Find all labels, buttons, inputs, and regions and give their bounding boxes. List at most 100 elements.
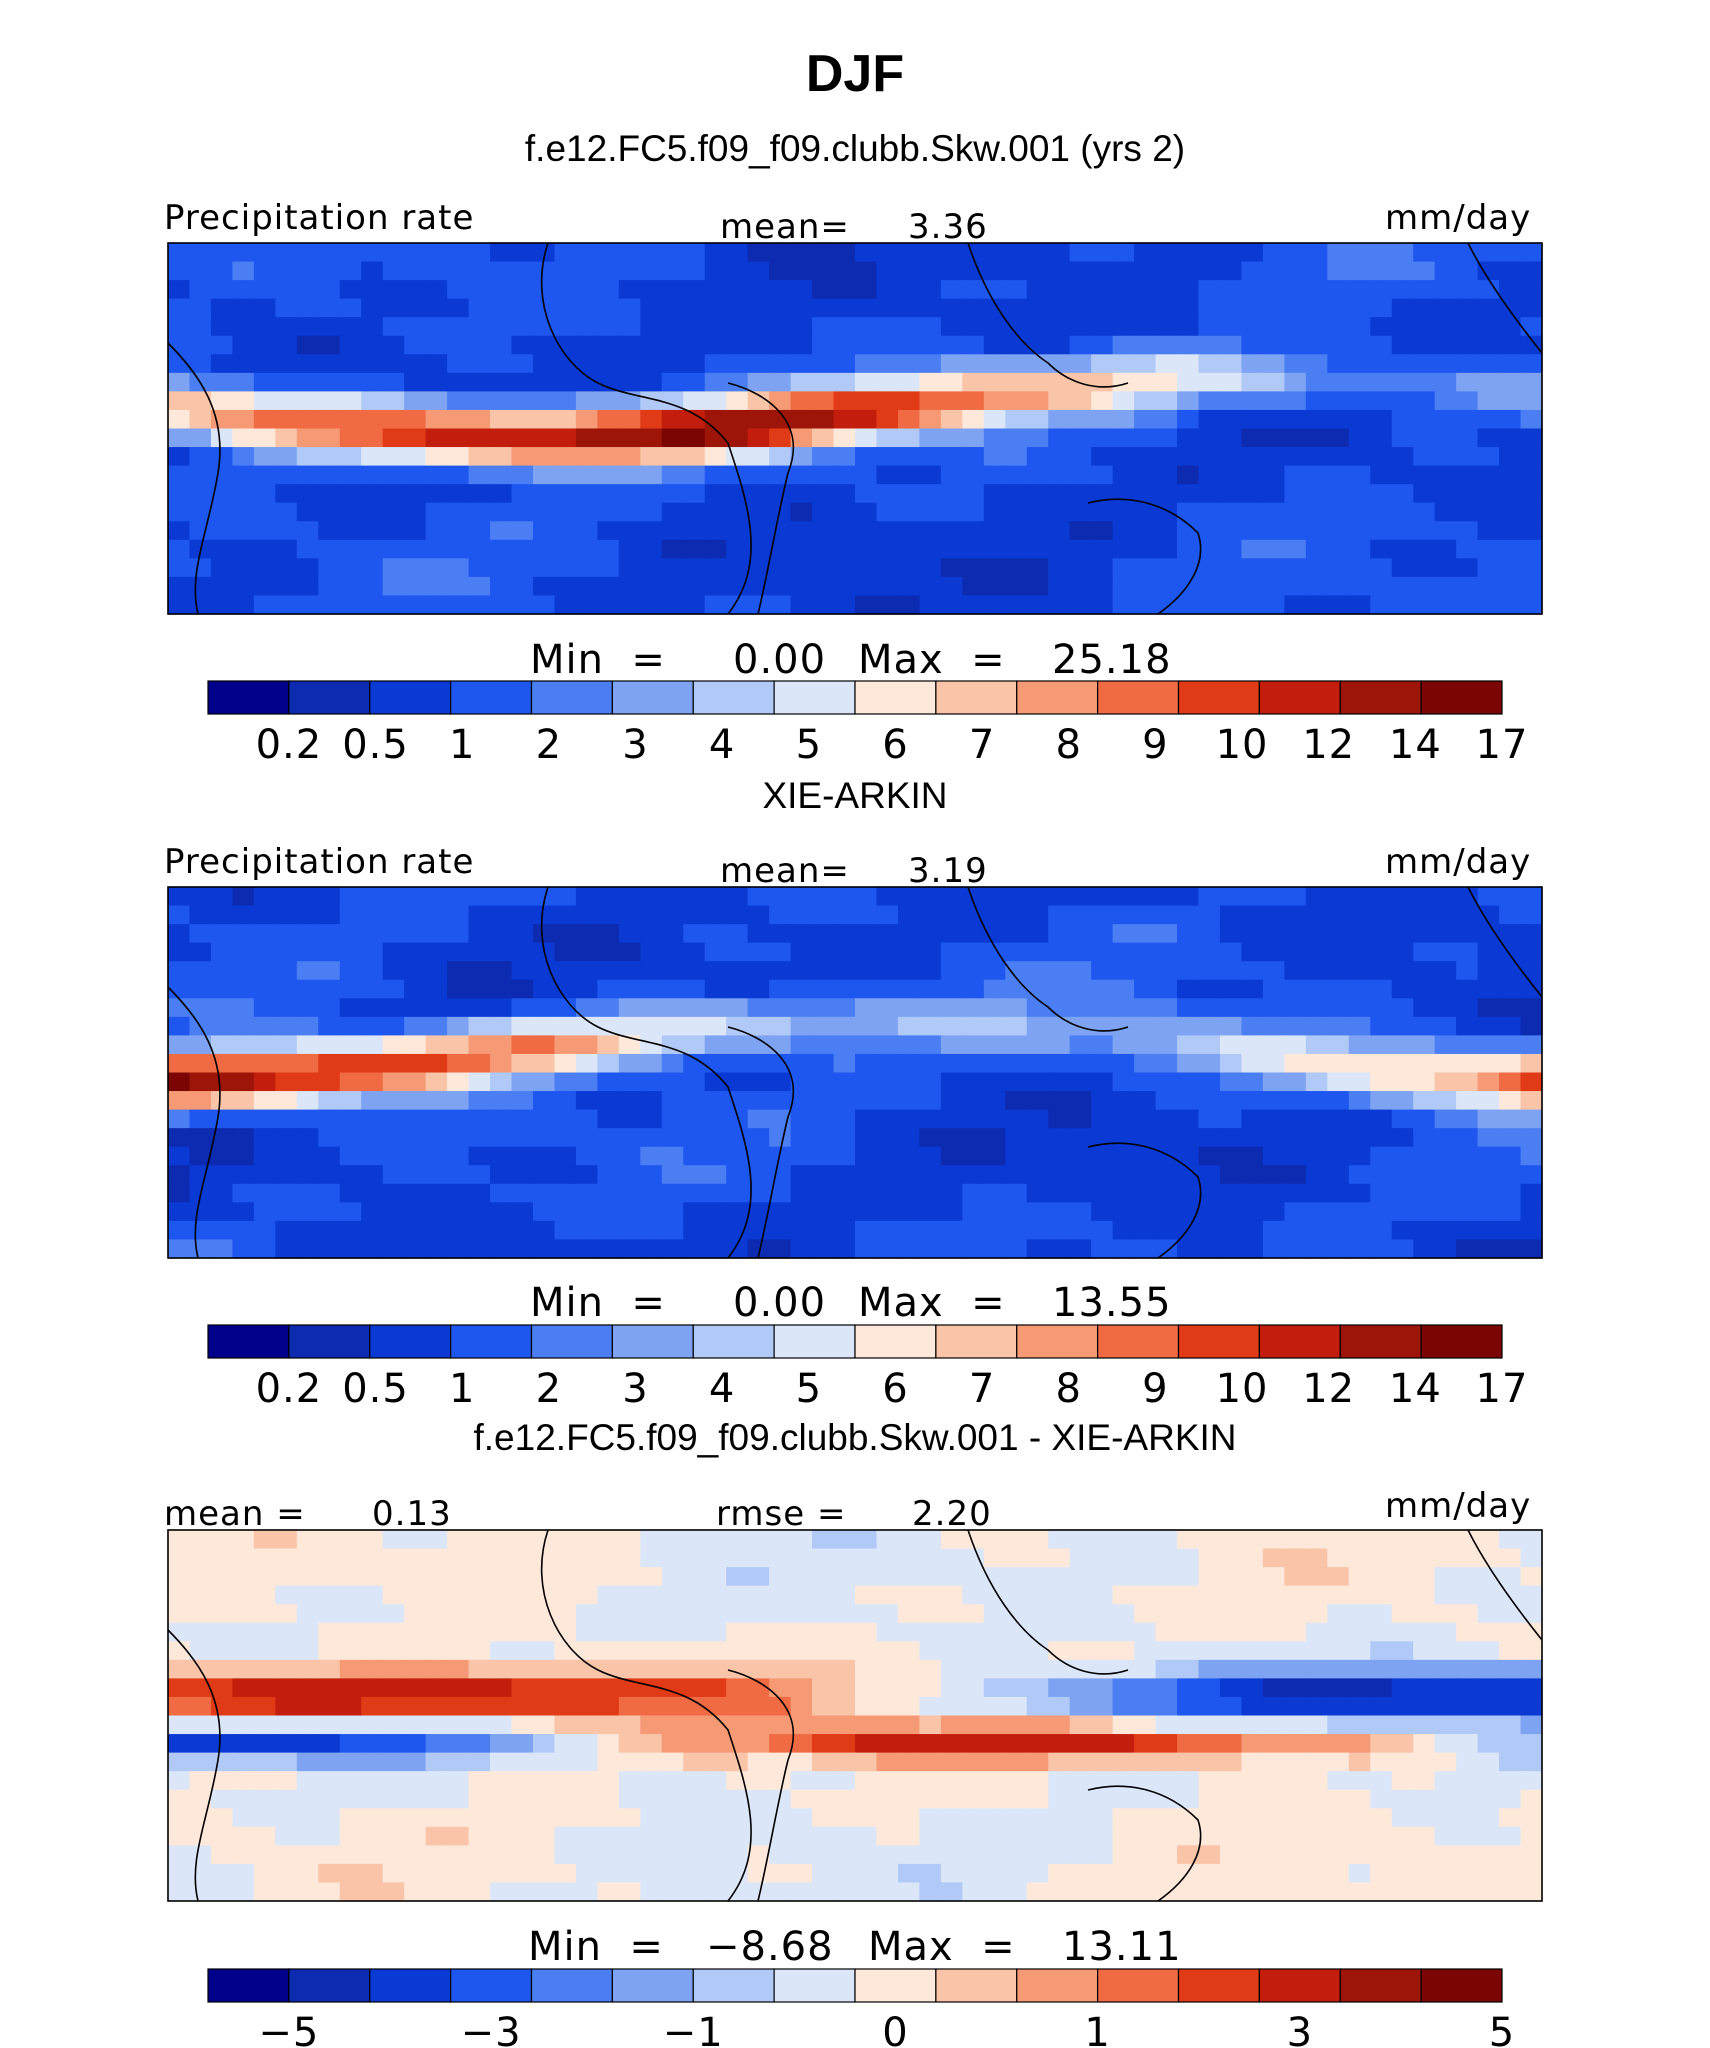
colorbar-swatch [773, 1324, 856, 1359]
coastline [967, 242, 1129, 388]
panel-1-max-label: Max = [858, 637, 1006, 683]
coastline [1087, 498, 1202, 615]
panel-3-min-value: −8.68 [706, 1924, 834, 1970]
colorbar-tick-label: 7 [969, 722, 995, 768]
colorbar-swatch [1339, 680, 1422, 715]
colorbar-swatch [611, 680, 694, 715]
colorbar-swatch [692, 680, 775, 715]
colorbar-swatch [288, 1324, 371, 1359]
panel-2-variable-label: Precipitation rate [164, 842, 475, 882]
coastline [1087, 1785, 1202, 1902]
colorbar-tick-label: 0.2 [256, 1366, 323, 1412]
colorbar-1: 0.2 0.5 1 2 3 4 5 6 7 8 9 10 12 14 17 [207, 680, 1529, 768]
coastline [540, 886, 752, 1259]
colorbar-swatch [773, 680, 856, 715]
colorbar-swatch [450, 1324, 533, 1359]
coastline [967, 1529, 1129, 1675]
colorbar-tick-label: 2 [536, 722, 562, 768]
coastline [1087, 1142, 1202, 1259]
panel-3-rmse-label: rmse = [716, 1494, 847, 1534]
panel-2-min-value: 0.00 [733, 1280, 827, 1326]
colorbar-tick-label: −5 [258, 2010, 319, 2048]
colorbar-swatch [530, 1968, 613, 2003]
colorbar-tick-label: 6 [882, 1366, 908, 1412]
colorbar-swatch [207, 1968, 290, 2003]
colorbar-tick-label: 4 [709, 1366, 735, 1412]
colorbar-swatch [1258, 680, 1341, 715]
colorbar-swatch [369, 680, 452, 715]
panel-2-max-value: 13.55 [1052, 1280, 1172, 1326]
colorbar-2: 0.2 0.5 1 2 3 4 5 6 7 8 9 10 12 14 17 [207, 1324, 1529, 1412]
colorbar-swatch [1016, 680, 1099, 715]
colorbar-tick-label: 3 [622, 1366, 648, 1412]
colorbar-swatch [530, 1324, 613, 1359]
page-title: DJF [805, 45, 905, 103]
colorbar-tick-label: 17 [1476, 1366, 1529, 1412]
panel-1-max-value: 25.18 [1052, 637, 1172, 683]
colorbar-tick-label: 1 [449, 722, 475, 768]
colorbar-tick-label: −3 [461, 2010, 522, 2048]
colorbar-swatch [854, 1968, 937, 2003]
coastline [967, 886, 1129, 1032]
colorbar-swatch [1016, 1324, 1099, 1359]
map-frame [167, 242, 1543, 615]
panel-3-mean-value: 0.13 [372, 1494, 452, 1534]
colorbar-swatch [1177, 1968, 1260, 2003]
colorbar-tick-label: 3 [622, 722, 648, 768]
colorbar-tick-label: 14 [1389, 1366, 1442, 1412]
panel-3-title: f.e12.FC5.f09_f09.clubb.Skw.001 - XIE-AR… [473, 1417, 1237, 1458]
colorbar-tick-label: 4 [709, 722, 735, 768]
colorbar-swatch [1420, 1324, 1503, 1359]
colorbar-swatch [692, 1324, 775, 1359]
panel-1-units: mm/day [1385, 198, 1532, 238]
colorbar-swatch [611, 1324, 694, 1359]
coastline [540, 1529, 752, 1902]
panel-2-max-label: Max = [858, 1280, 1006, 1326]
colorbar-swatch [288, 1968, 371, 2003]
colorbar-swatch [450, 680, 533, 715]
colorbar-swatch [935, 1324, 1018, 1359]
colorbar-swatch [935, 1968, 1018, 2003]
colorbar-tick-label: 9 [1142, 722, 1168, 768]
colorbar-tick-label: 10 [1216, 1366, 1269, 1412]
colorbar-swatch [207, 680, 290, 715]
colorbar-tick-label: 12 [1302, 722, 1355, 768]
colorbar-tick-label: 17 [1476, 722, 1529, 768]
colorbar-swatch [1420, 1968, 1503, 2003]
colorbar-tick-label: 1 [449, 1366, 475, 1412]
colorbar-swatch [1097, 1968, 1180, 2003]
colorbar-tick-label: 8 [1056, 722, 1082, 768]
colorbar-tick-label: 9 [1142, 1366, 1168, 1412]
panel-3-units: mm/day [1385, 1486, 1532, 1526]
colorbar-tick-label: 0.5 [342, 722, 409, 768]
panel-1-min-label: Min = [530, 637, 666, 683]
colorbar-swatch [450, 1968, 533, 2003]
panel-1-min-value: 0.00 [733, 637, 827, 683]
panel-3-mean-label: mean = [164, 1494, 306, 1534]
panel-2-min-label: Min = [530, 1280, 666, 1326]
colorbar-tick-label: 1 [1084, 2010, 1110, 2048]
colorbar-tick-label: −1 [663, 2010, 724, 2048]
colorbar-3: −5 −3 −1 0 1 3 5 [207, 1968, 1514, 2048]
coastline [1467, 886, 1543, 998]
panel-2-title: XIE-ARKIN [762, 775, 948, 816]
coastline [727, 1669, 794, 1902]
colorbar-swatch [207, 1324, 290, 1359]
coastline [1467, 242, 1543, 354]
panel-3-rmse-value: 2.20 [912, 1494, 992, 1534]
colorbar-tick-label: 14 [1389, 722, 1442, 768]
colorbar-swatch [288, 680, 371, 715]
coastline [167, 342, 221, 615]
panel-1-title: f.e12.FC5.f09_f09.clubb.Skw.001 (yrs 2) [524, 128, 1186, 169]
colorbar-swatch [1258, 1968, 1341, 2003]
colorbar-swatch [1420, 680, 1503, 715]
colorbar-swatch [1177, 680, 1260, 715]
coastline [540, 242, 752, 615]
coastline [727, 382, 794, 615]
coastline [167, 986, 221, 1259]
colorbar-swatch [1177, 1324, 1260, 1359]
panel-2-mean-value: 3.19 [908, 851, 988, 891]
colorbar-swatch [369, 1968, 452, 2003]
map-frame [167, 1529, 1543, 1902]
